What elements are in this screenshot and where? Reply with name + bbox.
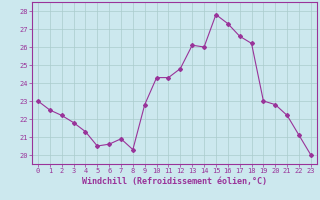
X-axis label: Windchill (Refroidissement éolien,°C): Windchill (Refroidissement éolien,°C) <box>82 177 267 186</box>
